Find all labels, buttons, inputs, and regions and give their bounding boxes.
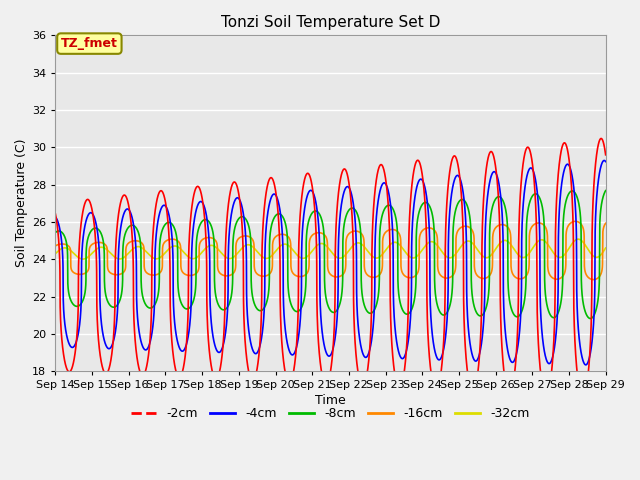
Text: TZ_fmet: TZ_fmet xyxy=(61,37,118,50)
Legend: -2cm, -4cm, -8cm, -16cm, -32cm: -2cm, -4cm, -8cm, -16cm, -32cm xyxy=(126,402,535,425)
Title: Tonzi Soil Temperature Set D: Tonzi Soil Temperature Set D xyxy=(221,15,440,30)
X-axis label: Time: Time xyxy=(315,394,346,408)
Y-axis label: Soil Temperature (C): Soil Temperature (C) xyxy=(15,139,28,267)
